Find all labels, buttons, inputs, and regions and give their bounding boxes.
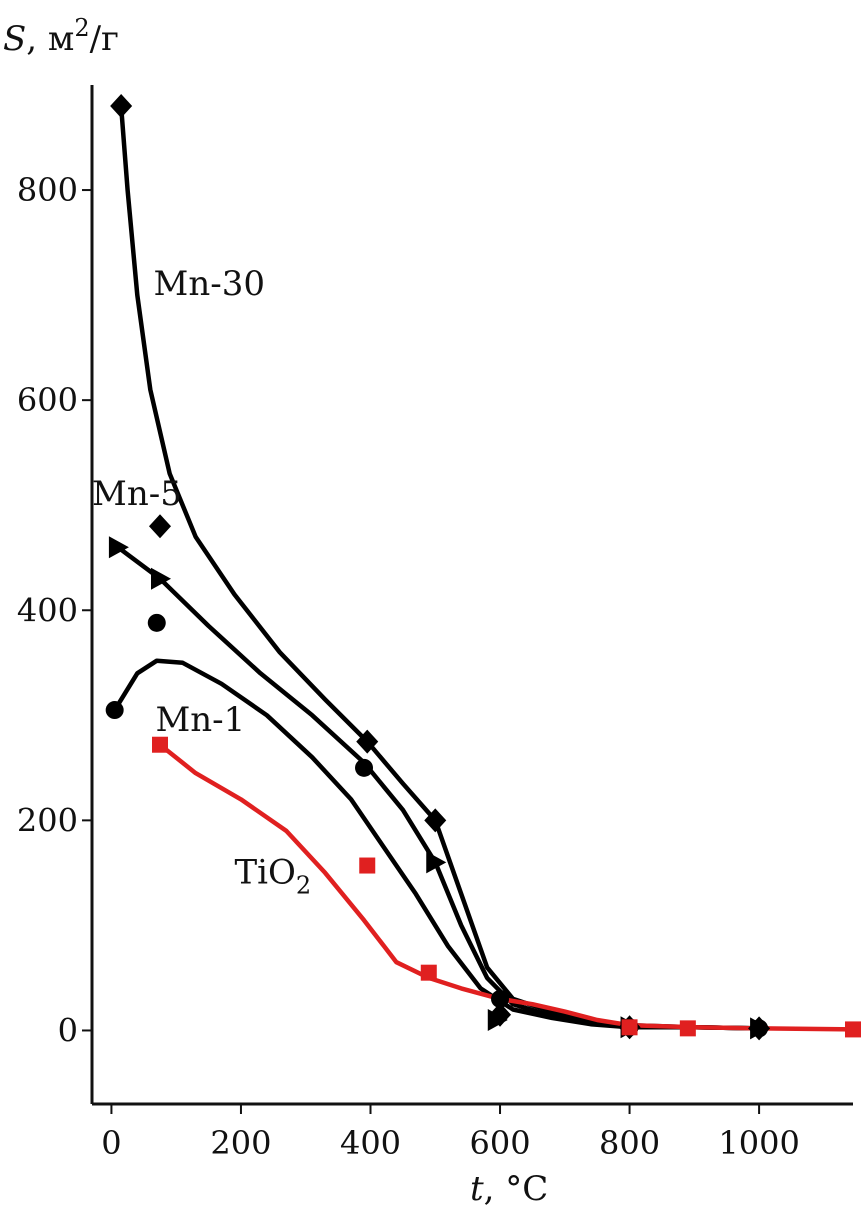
x-tick-label: 400 [340, 1124, 401, 1162]
x-tick-label: 600 [469, 1124, 530, 1162]
y-axis-variable: S [3, 19, 26, 59]
series-line-mn-1 [112, 658, 762, 1031]
x-tick-label: 0 [101, 1124, 121, 1162]
data-point-mn-30 [356, 729, 379, 754]
y-axis-unit-superscript: 2 [74, 14, 89, 42]
x-tick-label: 1000 [718, 1124, 799, 1162]
data-point-tio2 [359, 857, 376, 874]
y-tick-label: 0 [58, 1011, 78, 1049]
data-point-tio2 [152, 736, 169, 753]
data-point-mn-30 [149, 514, 172, 539]
ticks: 0 200 400 600 800 1000 0 200 400 600 800 [17, 171, 800, 1162]
data-point-tio2 [845, 1021, 861, 1038]
data-point-mn-5 [151, 567, 172, 590]
data-point-tio2 [679, 1020, 696, 1037]
x-tick-label: 200 [210, 1124, 271, 1162]
data-point-mn-1 [147, 613, 166, 632]
data-point-tio2 [621, 1019, 638, 1036]
data-point-mn-1 [750, 1019, 769, 1038]
series-line-tio2 [157, 742, 856, 1032]
y-axis-title: S, м2/г [3, 14, 119, 59]
data-point-mn-5 [426, 851, 447, 874]
x-axis-unit: , °C [484, 1169, 549, 1209]
series-label-mn-5: Mn-5 [92, 474, 182, 514]
data-point-mn-1 [491, 989, 510, 1008]
series-label-mn-30: Mn-30 [154, 264, 265, 304]
series-label-mn-1: Mn-1 [155, 700, 245, 740]
data-point-mn-30 [424, 808, 447, 833]
axes [90, 85, 853, 1106]
y-tick-label: 200 [17, 801, 78, 839]
data-point-tio2 [420, 964, 437, 981]
y-axis-unit-tail: /г [90, 19, 119, 59]
y-tick-label: 400 [17, 591, 78, 629]
series-curves [112, 103, 856, 1032]
data-point-mn-1 [355, 758, 374, 777]
data-point-mn-30 [110, 94, 133, 119]
y-tick-label: 600 [17, 381, 78, 419]
data-point-mn-5 [487, 1008, 508, 1031]
series-line-mn-5 [115, 544, 762, 1031]
series-markers [105, 94, 861, 1041]
series-line-mn-30 [118, 103, 762, 1031]
data-point-mn-1 [105, 701, 124, 720]
y-axis-unit: , м [26, 19, 74, 59]
series-labels: Mn-30 Mn-5 Mn-1 TiO2 [92, 264, 311, 899]
x-tick-label: 800 [599, 1124, 660, 1162]
y-tick-label: 800 [17, 171, 78, 209]
x-axis-variable: t [470, 1169, 484, 1209]
data-point-mn-5 [108, 536, 129, 559]
series-label-tio2: TiO2 [234, 852, 311, 899]
x-axis-title: t, °C [470, 1169, 548, 1209]
